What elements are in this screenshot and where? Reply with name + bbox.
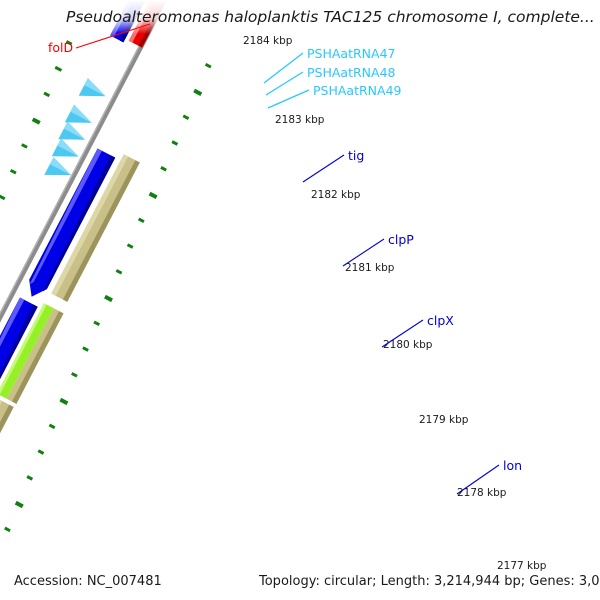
tick-label: 2177 kbp bbox=[497, 560, 547, 572]
gene-label-clpP[interactable]: clpP bbox=[388, 232, 414, 247]
tick-label: 2182 kbp bbox=[311, 189, 361, 201]
tick-label: 2180 kbp bbox=[383, 339, 433, 351]
footer-fade-overlay bbox=[0, 552, 600, 600]
gene-label-lon[interactable]: lon bbox=[503, 458, 522, 473]
gene-label-clpX[interactable]: clpX bbox=[427, 313, 454, 328]
accession-label: Accession: NC_007481 bbox=[14, 574, 162, 589]
sequence-axis-highlight bbox=[0, 10, 159, 600]
ruler-tick-labels: 2184 kbp 2183 kbp 2182 kbp 2181 kbp 2180… bbox=[243, 35, 547, 572]
trna-label-group[interactable]: PSHAatRNA47 PSHAatRNA48 PSHAatRNA49 bbox=[307, 46, 402, 98]
sequence-axis-line bbox=[0, 10, 162, 600]
trna-arrow-5[interactable] bbox=[44, 157, 75, 186]
page-title: Pseudoalteromonas haloplanktis TAC125 ch… bbox=[66, 8, 595, 26]
scale-tick-marks-right bbox=[4, 63, 212, 533]
leader-line-lon bbox=[456, 464, 500, 495]
leader-line-clpX bbox=[381, 319, 424, 348]
tick-label: 2178 kbp bbox=[457, 487, 507, 499]
leader-line-PSHAatRNA49 bbox=[267, 89, 310, 109]
trna-arrow-1[interactable] bbox=[78, 78, 110, 107]
trna-arrow-3[interactable] bbox=[58, 121, 89, 151]
leader-line-clpP bbox=[342, 238, 385, 267]
trna-arrow-2[interactable] bbox=[64, 104, 96, 134]
trna-label-PSHAatRNA47[interactable]: PSHAatRNA47 bbox=[307, 46, 395, 61]
trna-arrow-4[interactable] bbox=[51, 138, 83, 167]
trna-arrow-group[interactable] bbox=[39, 78, 115, 186]
gene-label-tig[interactable]: tig bbox=[348, 148, 364, 163]
gene-label-folD[interactable]: folD bbox=[48, 40, 73, 55]
sequence-summary-label: Topology: circular; Length: 3,214,944 bp… bbox=[258, 574, 600, 589]
tick-label: 2179 kbp bbox=[419, 414, 469, 426]
leader-line-PSHAatRNA47 bbox=[263, 52, 304, 84]
leader-line-tig bbox=[302, 154, 345, 183]
tick-label: 2183 kbp bbox=[275, 114, 325, 126]
tick-label: 2181 kbp bbox=[345, 262, 395, 274]
gene-bar-clpP[interactable] bbox=[0, 292, 64, 404]
leader-line-PSHAatRNA48 bbox=[265, 71, 304, 96]
tick-label: 2184 kbp bbox=[243, 35, 293, 47]
gene-bar-tig[interactable] bbox=[23, 142, 140, 312]
leader-lines bbox=[75, 23, 500, 495]
trna-label-PSHAatRNA49[interactable]: PSHAatRNA49 bbox=[313, 83, 402, 98]
leader-line-folD bbox=[75, 23, 151, 49]
trna-label-PSHAatRNA48[interactable]: PSHAatRNA48 bbox=[307, 65, 396, 80]
gene-label-group[interactable]: folD tig clpP clpX lon bbox=[48, 40, 522, 473]
title-fade-overlay bbox=[0, 0, 600, 34]
